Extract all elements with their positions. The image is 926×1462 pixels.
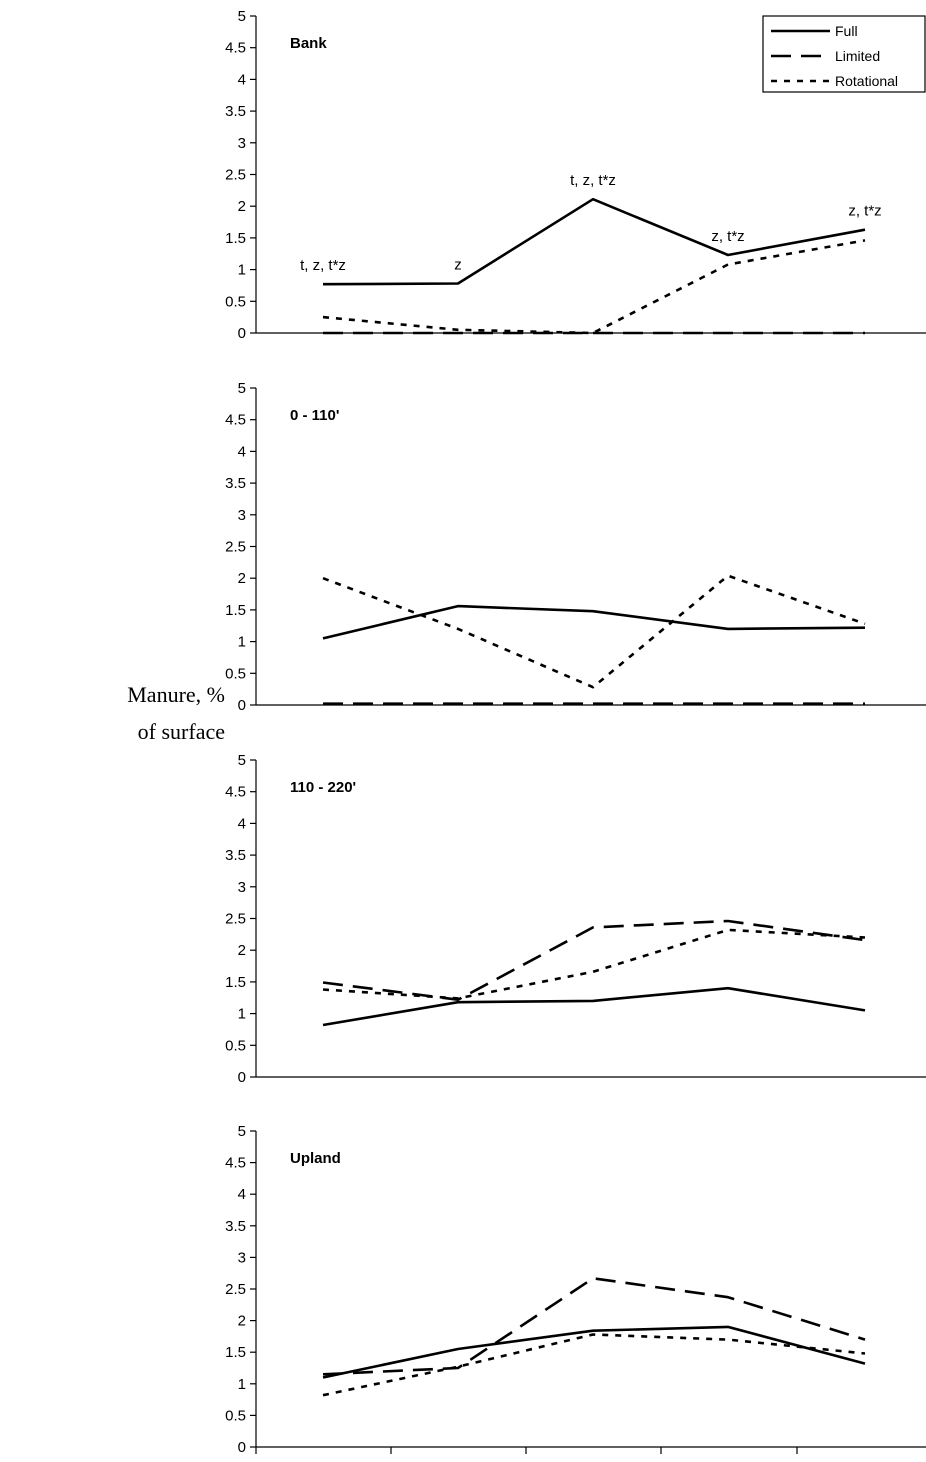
y-tick-label: 4 xyxy=(238,1186,246,1203)
y-tick-label: 1 xyxy=(238,1006,246,1023)
y-tick-label: 0.5 xyxy=(225,665,246,682)
y-tick-label: 0 xyxy=(238,1439,246,1456)
y-tick-label: 4 xyxy=(238,815,246,832)
y-tick-label: 4 xyxy=(238,71,246,88)
panel-title: Bank xyxy=(290,35,327,52)
y-tick-label: 4.5 xyxy=(225,412,246,429)
panel-title: Upland xyxy=(290,1150,341,1167)
y-tick-label: 5 xyxy=(238,380,246,397)
significance-annotation: z, t*z xyxy=(711,228,744,245)
y-tick-label: 1.5 xyxy=(225,230,246,247)
significance-annotation: t, z, t*z xyxy=(300,257,346,274)
significance-annotation: z, t*z xyxy=(848,203,881,220)
series-line-full xyxy=(322,604,866,640)
y-tick-label: 1.5 xyxy=(225,1344,246,1361)
y-tick-label: 3.5 xyxy=(225,847,246,864)
legend-label-rotational: Rotational xyxy=(835,73,898,89)
y-tick-label: 2 xyxy=(238,570,246,587)
panel-1: 0 0.5 1 1.5 2 2.5 3 3.5 4 4.5 5 Bank t, z, t*z z t, z,… xyxy=(225,8,926,342)
series-line-rotational xyxy=(322,928,866,1000)
panel-title: 110 - 220' xyxy=(290,779,356,796)
y-axis-label-line-2: of surface xyxy=(138,719,225,744)
y-tick-label: 2 xyxy=(238,942,246,959)
y-tick-label: 1 xyxy=(238,262,246,279)
significance-annotation: t, z, t*z xyxy=(570,172,616,189)
y-tick-label: 2.5 xyxy=(225,1281,246,1298)
y-tick-label: 2 xyxy=(238,1313,246,1330)
y-tick-label: 2.5 xyxy=(225,539,246,556)
panel-2: 0 0.5 1 1.5 2 2.5 3 3.5 4 4.5 5 0 - 110' xyxy=(225,380,926,714)
series-line-rotational xyxy=(322,574,866,689)
y-tick-label: 1 xyxy=(238,634,246,651)
y-tick-label: 4.5 xyxy=(225,1155,246,1172)
panel-4: 0 0.5 1 1.5 2 2.5 3 3.5 4 4.5 5 Upland xyxy=(225,1123,926,1456)
y-tick-label: 0 xyxy=(238,325,246,342)
y-tick-label: 0.5 xyxy=(225,1407,246,1424)
y-tick-label: 3 xyxy=(238,879,246,896)
series-line-limited xyxy=(322,919,866,1002)
y-tick-label: 3 xyxy=(238,1249,246,1266)
y-tick-label: 4.5 xyxy=(225,40,246,57)
y-tick-label: 3.5 xyxy=(225,1218,246,1235)
legend-box xyxy=(762,15,926,93)
y-tick-label: 1.5 xyxy=(225,602,246,619)
y-tick-label: 0 xyxy=(238,1069,246,1086)
legend: Full Limited Rotational xyxy=(762,15,926,93)
x-axis: JuneJulyAug.Sept.Oct. xyxy=(255,1447,798,1454)
legend-label-full: Full xyxy=(835,23,858,39)
y-tick-label: 3.5 xyxy=(225,103,246,120)
series-line-limited xyxy=(322,1277,866,1376)
y-tick-label: 2.5 xyxy=(225,167,246,184)
legend-label-limited: Limited xyxy=(835,48,880,64)
y-tick-label: 2 xyxy=(238,198,246,215)
series-line-full xyxy=(322,197,866,286)
series-line-rotational xyxy=(322,1333,866,1397)
y-tick-label: 5 xyxy=(238,752,246,769)
panel-3: 0 0.5 1 1.5 2 2.5 3 3.5 4 4.5 5 110 - 220' xyxy=(225,752,926,1086)
y-tick-label: 3 xyxy=(238,507,246,524)
series-line-rotational xyxy=(322,239,866,335)
significance-annotation: z xyxy=(454,257,462,274)
y-axis-label: Manure, % of surface xyxy=(127,682,225,744)
series-line-full xyxy=(322,1325,866,1379)
series-line-full xyxy=(322,986,866,1027)
y-tick-label: 2.5 xyxy=(225,911,246,928)
y-tick-label: 5 xyxy=(238,8,246,25)
y-tick-label: 0 xyxy=(238,697,246,714)
y-tick-label: 3 xyxy=(238,135,246,152)
y-tick-label: 4 xyxy=(238,443,246,460)
y-tick-label: 1 xyxy=(238,1376,246,1393)
y-tick-label: 0.5 xyxy=(225,1037,246,1054)
y-tick-label: 3.5 xyxy=(225,475,246,492)
y-tick-label: 0.5 xyxy=(225,293,246,310)
y-tick-label: 5 xyxy=(238,1123,246,1140)
y-tick-label: 4.5 xyxy=(225,784,246,801)
panel-title: 0 - 110' xyxy=(290,407,339,424)
y-axis-label-line-1: Manure, % xyxy=(127,682,225,707)
y-tick-label: 1.5 xyxy=(225,974,246,991)
